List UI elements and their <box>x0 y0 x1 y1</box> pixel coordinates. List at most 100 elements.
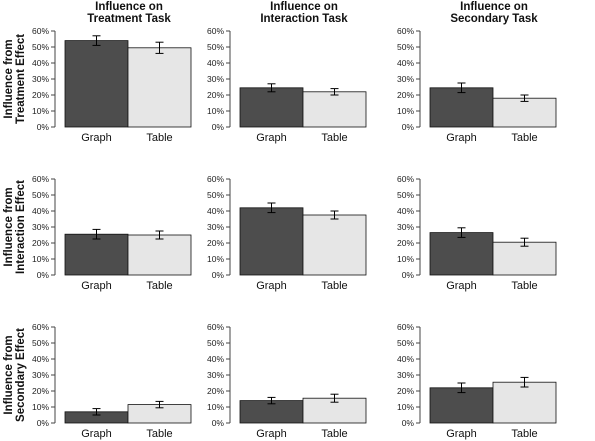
y-tick-label: 0% <box>212 418 225 428</box>
y-tick-label: 30% <box>32 74 49 84</box>
column-title: Interaction Task <box>260 13 348 25</box>
column-title: Secondary Task <box>450 13 538 25</box>
x-category-label: Graph <box>256 132 287 144</box>
y-tick-label: 0% <box>402 418 415 428</box>
y-tick-label: 0% <box>37 270 50 280</box>
y-tick-label: 10% <box>207 402 224 412</box>
y-tick-label: 50% <box>397 338 414 348</box>
y-tick-label: 0% <box>212 270 225 280</box>
y-tick-label: 10% <box>207 106 224 116</box>
x-category-label: Graph <box>446 280 477 292</box>
y-tick-label: 20% <box>397 90 414 100</box>
column-title: Influence on <box>460 1 528 13</box>
y-tick-label: 0% <box>212 122 225 132</box>
x-category-label: Table <box>321 280 347 292</box>
column-title: Influence on <box>270 1 338 13</box>
y-tick-label: 10% <box>207 254 224 264</box>
y-tick-label: 60% <box>397 174 414 184</box>
bar-graph <box>64 40 129 128</box>
x-category-label: Graph <box>446 132 477 144</box>
y-tick-label: 40% <box>207 206 224 216</box>
bar-graph <box>239 207 304 276</box>
y-tick-label: 60% <box>207 322 224 332</box>
y-tick-label: 10% <box>32 106 49 116</box>
y-tick-label: 40% <box>397 58 414 68</box>
y-tick-label: 50% <box>207 190 224 200</box>
x-category-label: Table <box>146 280 172 292</box>
bar-graph <box>429 232 494 276</box>
y-tick-label: 60% <box>207 26 224 36</box>
y-tick-label: 10% <box>397 254 414 264</box>
y-tick-label: 40% <box>397 206 414 216</box>
y-tick-label: 20% <box>207 238 224 248</box>
bar-table <box>127 47 192 128</box>
column-title: Treatment Task <box>87 13 171 25</box>
bar-table <box>492 241 557 276</box>
y-tick-label: 30% <box>207 74 224 84</box>
x-category-label: Graph <box>256 428 287 440</box>
row-title: Influence from <box>3 39 15 118</box>
y-tick-label: 60% <box>32 26 49 36</box>
y-tick-label: 20% <box>397 238 414 248</box>
y-tick-label: 50% <box>32 42 49 52</box>
y-tick-label: 40% <box>397 354 414 364</box>
x-category-label: Graph <box>81 280 112 292</box>
y-tick-label: 20% <box>32 238 49 248</box>
y-tick-label: 30% <box>397 370 414 380</box>
bar-table <box>302 214 367 276</box>
y-tick-label: 40% <box>32 58 49 68</box>
x-category-label: Table <box>511 132 537 144</box>
bar-table <box>492 97 557 128</box>
y-tick-label: 60% <box>32 322 49 332</box>
y-tick-label: 50% <box>32 190 49 200</box>
x-category-label: Table <box>511 280 537 292</box>
y-tick-label: 40% <box>207 58 224 68</box>
y-tick-label: 50% <box>397 42 414 52</box>
x-category-label: Table <box>146 132 172 144</box>
x-category-label: Table <box>146 428 172 440</box>
bar-graph <box>429 387 494 424</box>
row-title: Interaction Effect <box>15 180 27 274</box>
y-tick-label: 30% <box>207 222 224 232</box>
x-category-label: Graph <box>81 428 112 440</box>
x-category-label: Graph <box>446 428 477 440</box>
y-tick-label: 10% <box>32 402 49 412</box>
bar-table <box>302 91 367 128</box>
row-title: Secondary Effect <box>15 328 27 422</box>
y-tick-label: 50% <box>397 190 414 200</box>
y-tick-label: 0% <box>37 418 50 428</box>
y-tick-label: 60% <box>207 174 224 184</box>
y-tick-label: 0% <box>402 122 415 132</box>
x-category-label: Table <box>321 132 347 144</box>
y-tick-label: 40% <box>32 206 49 216</box>
y-tick-label: 30% <box>32 370 49 380</box>
bar-graph <box>239 87 304 128</box>
y-tick-label: 0% <box>402 270 415 280</box>
y-tick-label: 60% <box>397 322 414 332</box>
bar-graph <box>64 233 129 276</box>
y-tick-label: 40% <box>32 354 49 364</box>
y-tick-label: 20% <box>32 386 49 396</box>
bar-table <box>127 234 192 276</box>
y-tick-label: 20% <box>207 90 224 100</box>
y-tick-label: 50% <box>207 42 224 52</box>
x-category-label: Graph <box>256 280 287 292</box>
y-tick-label: 50% <box>32 338 49 348</box>
y-tick-label: 20% <box>32 90 49 100</box>
y-tick-label: 20% <box>207 386 224 396</box>
y-tick-label: 60% <box>32 174 49 184</box>
y-tick-label: 30% <box>32 222 49 232</box>
y-tick-label: 10% <box>397 106 414 116</box>
y-tick-label: 20% <box>397 386 414 396</box>
x-category-label: Table <box>321 428 347 440</box>
x-category-label: Table <box>511 428 537 440</box>
y-tick-label: 30% <box>397 74 414 84</box>
row-title: Treatment Effect <box>15 34 27 124</box>
y-tick-label: 10% <box>32 254 49 264</box>
column-title: Influence on <box>95 1 163 13</box>
y-tick-label: 0% <box>37 122 50 132</box>
y-tick-label: 30% <box>397 222 414 232</box>
row-title: Influence from <box>3 187 15 266</box>
y-tick-label: 40% <box>207 354 224 364</box>
